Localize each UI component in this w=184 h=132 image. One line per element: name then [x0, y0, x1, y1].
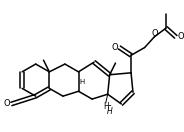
- Text: H: H: [80, 79, 85, 85]
- Text: $\bar{H}$: $\bar{H}$: [106, 104, 113, 117]
- Text: O: O: [177, 32, 184, 41]
- Text: O: O: [3, 99, 10, 108]
- Text: O: O: [151, 29, 158, 38]
- Text: O: O: [111, 43, 118, 52]
- Text: H: H: [103, 102, 109, 111]
